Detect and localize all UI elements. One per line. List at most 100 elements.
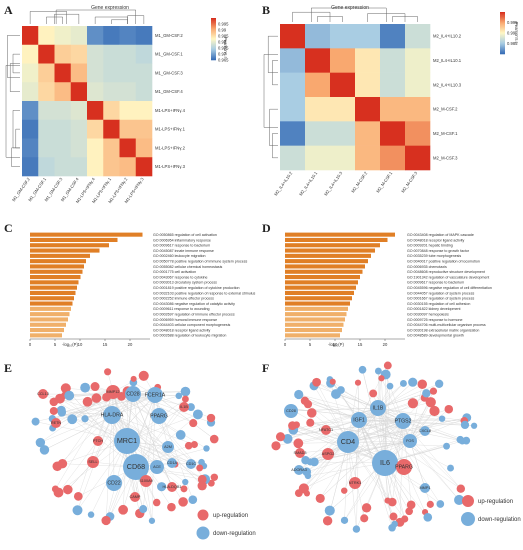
- heatmap-cell: [103, 119, 120, 139]
- legend-swatch: [211, 45, 216, 47]
- bar: [285, 306, 348, 311]
- panel-label-b: B: [262, 3, 270, 17]
- network-node: [114, 428, 140, 454]
- heatmap-a-top-dendrogram: [29, 9, 145, 24]
- network-node: [395, 413, 411, 429]
- network-node: [60, 383, 71, 394]
- legend-swatch: [211, 36, 216, 39]
- heatmap-cell: [280, 24, 306, 49]
- legend-swatch: [211, 37, 216, 40]
- legend-swatch: [211, 41, 216, 43]
- heatmap-cell: [355, 97, 381, 122]
- legend-swatch: [500, 47, 505, 50]
- heatmap-cell: [87, 101, 104, 121]
- bar-category-label: GO:0045087 innate immune response: [153, 249, 214, 253]
- legend-tick: 0.99: [507, 31, 516, 36]
- legend-swatch: [500, 45, 505, 47]
- heatmap-cell: [38, 26, 55, 46]
- network-node: [35, 437, 46, 448]
- legend-swatch: [211, 23, 216, 25]
- legend-swatch: [500, 12, 505, 14]
- network-node: [337, 431, 359, 453]
- network-node: [423, 512, 433, 522]
- network-node-label: PTCH: [93, 439, 104, 443]
- bar: [285, 328, 342, 333]
- heatmap-b-top-dendrogram: [292, 7, 418, 22]
- network-node: [184, 441, 193, 450]
- bar: [30, 301, 73, 306]
- heatmap-cell: [38, 63, 55, 83]
- bar: [30, 290, 76, 295]
- network-edge: [112, 391, 203, 486]
- heatmap-cell: [54, 119, 72, 139]
- bar: [30, 243, 109, 248]
- legend-swatch: [500, 43, 505, 45]
- network-node: [429, 387, 438, 395]
- bar-category-label: GO:0035239 tube morphogenesis: [407, 254, 461, 258]
- network-node-label: IL6: [380, 458, 390, 467]
- legend-swatch: [211, 34, 216, 37]
- heatmap-b-cells: [280, 24, 431, 171]
- network-node-label: CD28: [126, 391, 139, 397]
- legend-swatch: [211, 50, 216, 52]
- network-node: [90, 382, 100, 392]
- legend-tick: 0.985: [218, 34, 229, 39]
- network-node: [104, 368, 112, 376]
- bar-chart-c: GO:0050865 regulation of cell activation…: [29, 232, 255, 347]
- network-node: [378, 375, 385, 382]
- dendrogram-branch: [15, 128, 20, 149]
- network-edge: [65, 388, 114, 393]
- heatmap-cell: [135, 101, 153, 121]
- network-edge: [409, 440, 426, 489]
- network-node: [408, 377, 418, 387]
- network-node: [456, 484, 466, 493]
- bar: [285, 232, 395, 237]
- heatmap-cell: [22, 82, 39, 102]
- dendrogram-branch: [311, 7, 387, 22]
- heatmap-a-left-dendrogram: [5, 35, 20, 167]
- network-edge: [303, 440, 411, 489]
- heatmap-a-cells: [22, 26, 153, 177]
- network-edge: [135, 414, 199, 468]
- network-node: [322, 448, 334, 460]
- heatmap-cell: [380, 97, 406, 122]
- network-node-label: CXCL8: [419, 429, 431, 433]
- network-edge: [42, 393, 113, 416]
- bar: [30, 269, 83, 274]
- network-node: [52, 461, 63, 472]
- legend-tick: 0.965: [218, 58, 229, 63]
- x-tick-label: 20: [128, 342, 133, 347]
- network-edge: [320, 420, 404, 499]
- heatmap-cell: [305, 24, 331, 49]
- heatmap-cell: [103, 82, 120, 102]
- legend-up-marker: [197, 509, 209, 521]
- network-node: [188, 495, 198, 505]
- network-edge: [329, 440, 411, 511]
- legend-swatch: [500, 37, 505, 39]
- bar-chart-d-x-axis: 0 5 10 15 20: [284, 338, 405, 347]
- legend-swatch: [500, 31, 505, 34]
- network-node: [203, 445, 210, 452]
- network-edge: [316, 382, 404, 422]
- bar-category-label: GO:0044057 regulation of system process: [407, 291, 475, 295]
- row-label: M1-LPS+IFNγ.4: [155, 108, 186, 113]
- network-node-label: MMP1: [420, 486, 431, 490]
- legend-swatch: [500, 14, 505, 16]
- bar: [30, 296, 74, 301]
- network-node: [181, 395, 189, 403]
- bar: [30, 259, 86, 264]
- network-edge: [354, 419, 360, 484]
- heatmap-cell: [119, 157, 137, 177]
- heatmap-cell: [103, 63, 120, 83]
- network-node: [403, 434, 417, 448]
- heatmap-cell: [330, 72, 356, 98]
- heatmap-cell: [305, 72, 331, 98]
- legend-swatch: [500, 46, 505, 48]
- network-node: [51, 418, 61, 428]
- heatmap-cell: [135, 119, 153, 139]
- network-node: [354, 379, 362, 386]
- bar: [30, 232, 143, 237]
- heatmap-cell: [330, 97, 356, 122]
- network-node: [87, 456, 99, 468]
- col-label: M2_IL4+IL10.1: [298, 170, 319, 196]
